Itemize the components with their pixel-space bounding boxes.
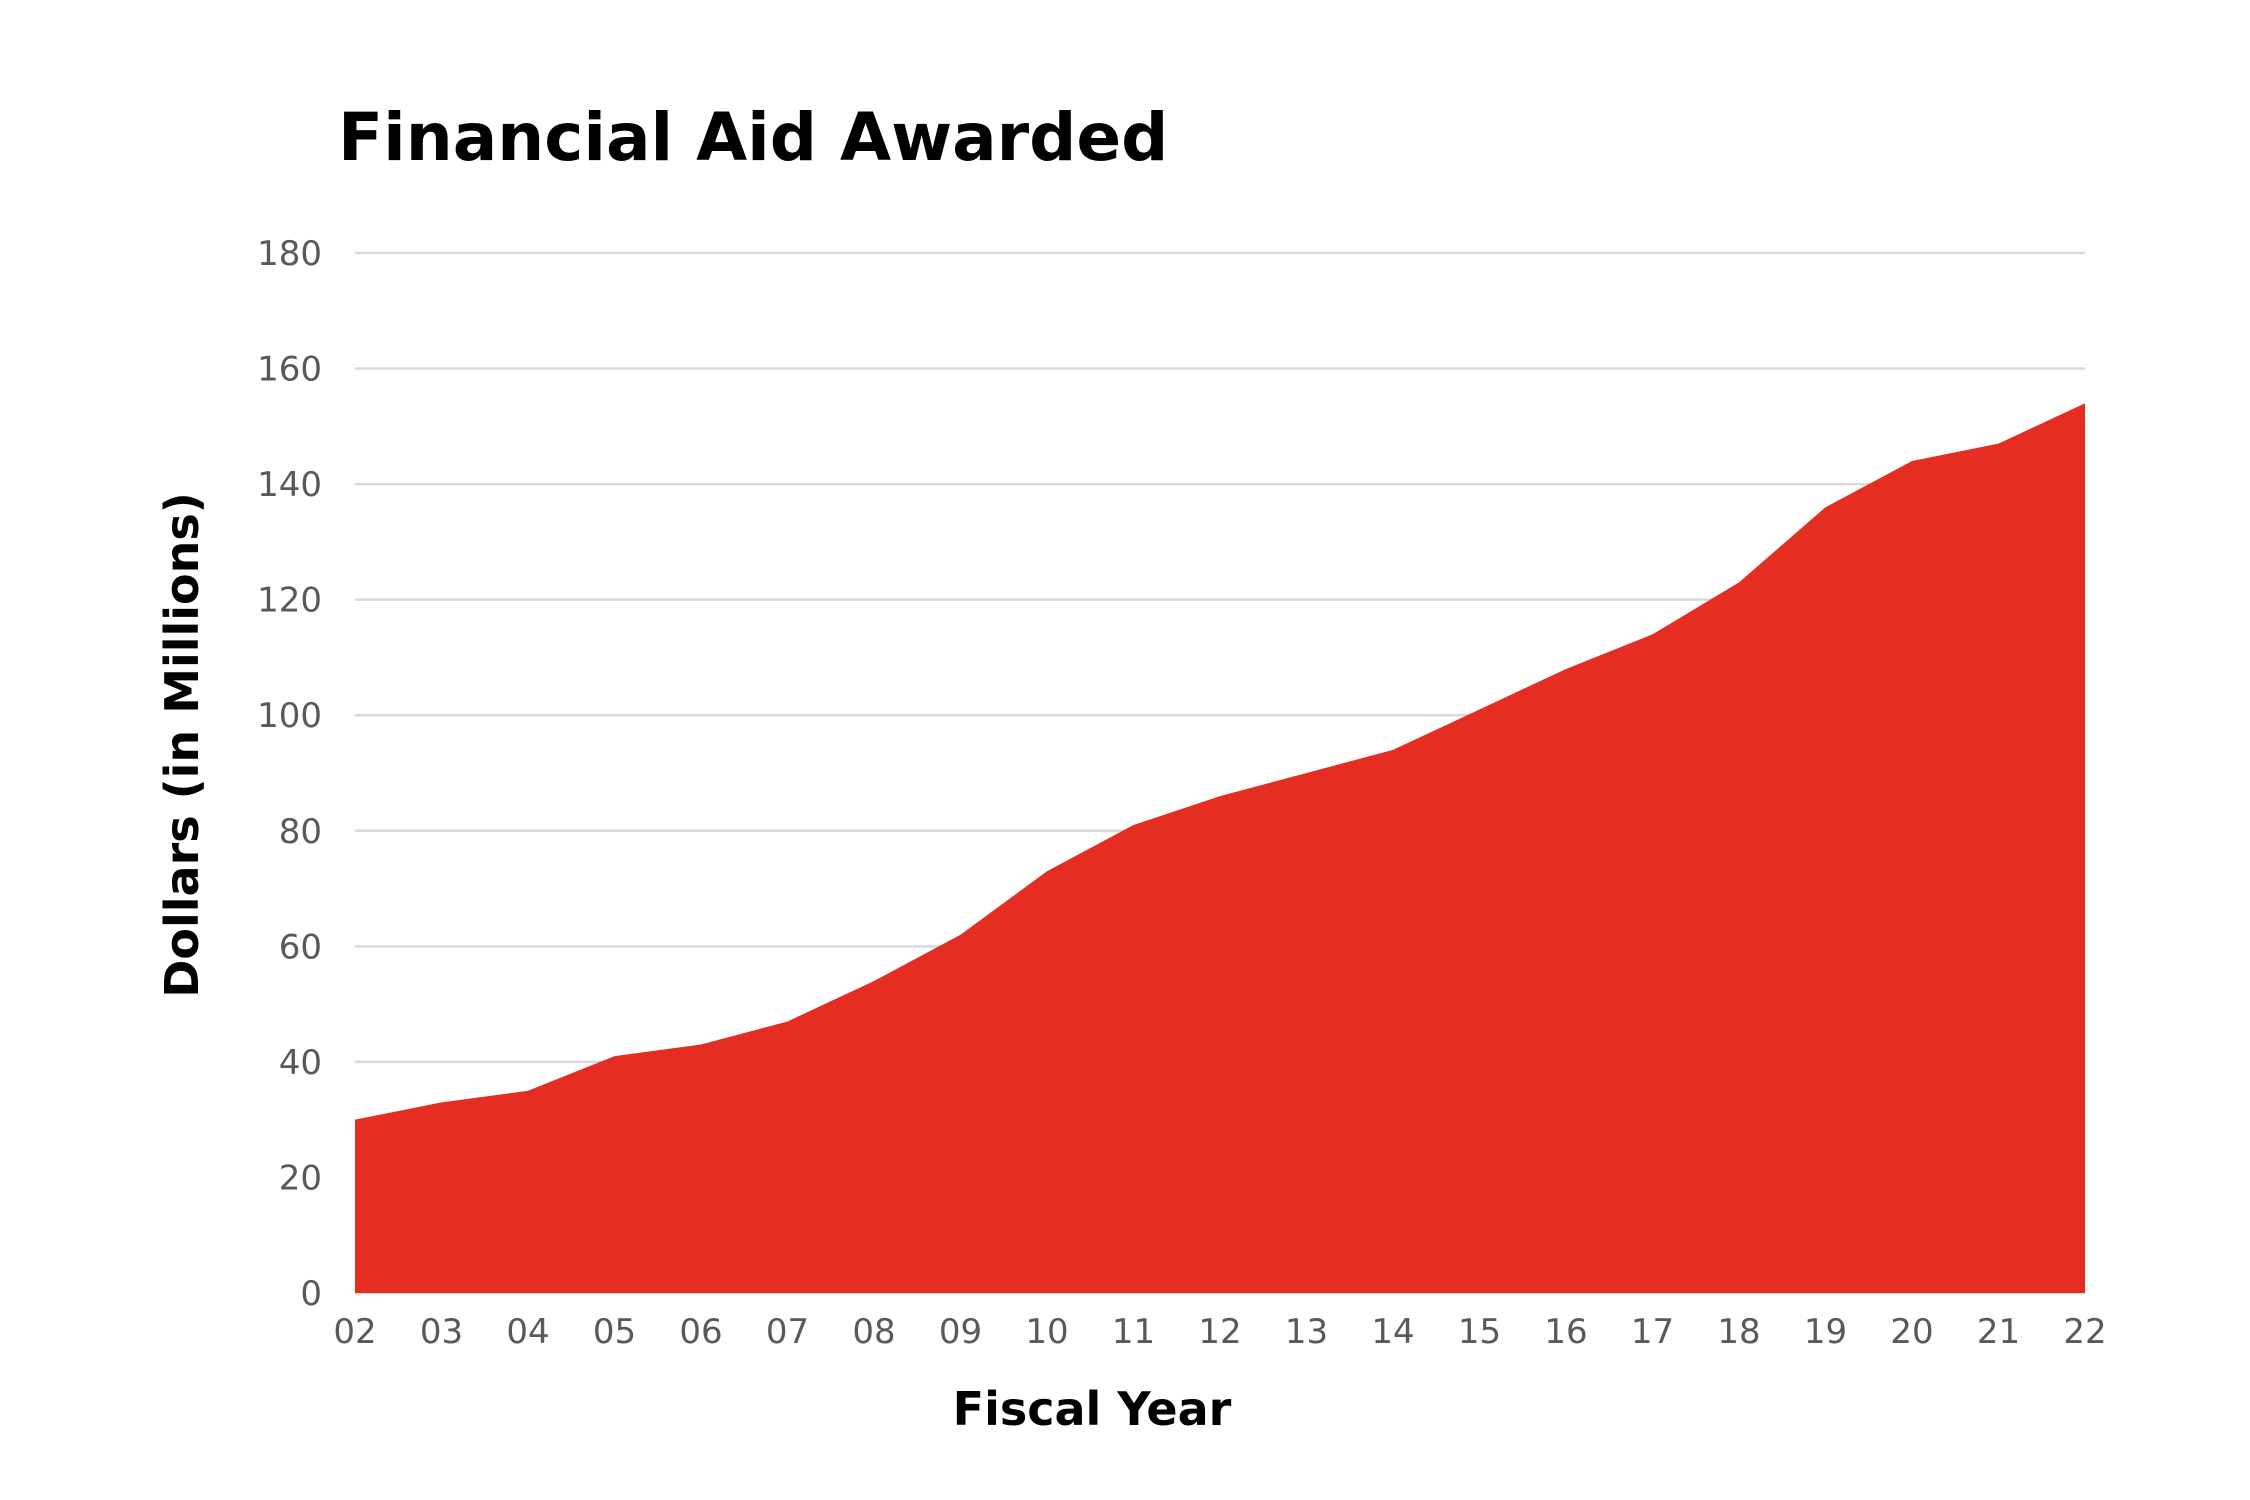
x-tick-label: 11 [1112,1312,1155,1352]
x-tick-label: 14 [1371,1312,1414,1352]
x-tick-label: 19 [1804,1312,1847,1352]
x-tick-label: 08 [852,1312,895,1352]
x-tick-label: 04 [506,1312,549,1352]
chart-title: Financial Aid Awarded [338,99,1168,176]
x-tick-label: 07 [766,1312,809,1352]
y-tick-label: 20 [279,1158,322,1198]
y-tick-label: 0 [300,1274,322,1314]
x-tick-label: 10 [1025,1312,1068,1352]
y-tick-label: 160 [257,350,322,390]
y-tick-label: 60 [279,927,322,967]
x-tick-label: 15 [1458,1312,1501,1352]
y-tick-label: 140 [257,465,322,505]
y-axis-ticks: 0 20 40 60 80 100 120 140 160 180 [257,234,322,1314]
area-series [355,403,2085,1293]
y-axis-title: Dollars (in Millions) [155,492,209,998]
y-tick-label: 40 [279,1043,322,1083]
x-tick-label: 17 [1631,1312,1674,1352]
x-tick-label: 20 [1890,1312,1933,1352]
y-tick-label: 120 [257,581,322,621]
x-tick-label: 09 [939,1312,982,1352]
x-tick-label: 06 [679,1312,722,1352]
y-tick-label: 180 [257,234,322,274]
x-tick-label: 16 [1544,1312,1587,1352]
x-tick-label: 02 [333,1312,376,1352]
x-tick-label: 22 [2063,1312,2106,1352]
plot-area [355,403,2085,1293]
x-tick-label: 18 [1717,1312,1760,1352]
x-tick-label: 03 [420,1312,463,1352]
x-axis-title: Fiscal Year [953,1382,1232,1436]
x-tick-label: 12 [1198,1312,1241,1352]
x-tick-label: 21 [1977,1312,2020,1352]
x-tick-label: 13 [1285,1312,1328,1352]
y-tick-label: 80 [279,812,322,852]
x-tick-label: 05 [593,1312,636,1352]
y-tick-label: 100 [257,696,322,736]
x-axis-ticks: 02 03 04 05 06 07 08 09 10 11 12 13 14 15 16 17 18 19 20 21… [333,1312,2106,1352]
